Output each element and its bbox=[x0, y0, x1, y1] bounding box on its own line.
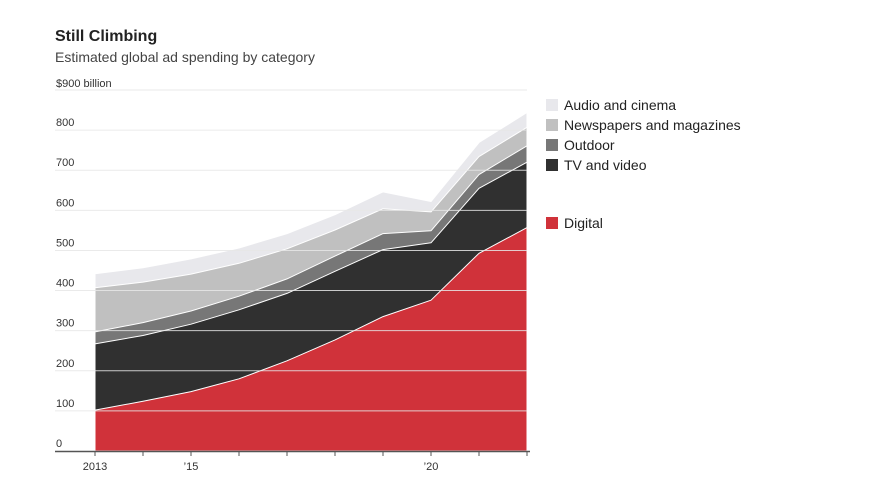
y-tick-label: 200 bbox=[56, 358, 74, 370]
y-tick-label: 100 bbox=[56, 398, 74, 410]
y-tick-label: 700 bbox=[56, 157, 74, 169]
legend-swatch-newspapers bbox=[546, 119, 558, 131]
y-axis-tick-labels: 0 100 200 300 400 500 600 700 800 $900 billion bbox=[56, 78, 112, 450]
legend-label-newspapers: Newspapers and magazines bbox=[564, 117, 741, 133]
legend: Audio and cinema Newspapers and magazines… bbox=[546, 97, 741, 231]
chart-subtitle: Estimated global ad spending by category bbox=[55, 49, 315, 65]
y-tick-label: 500 bbox=[56, 237, 74, 249]
y-tick-label: 400 bbox=[56, 278, 74, 290]
x-tick-label: ’15 bbox=[184, 461, 199, 473]
y-tick-label: 800 bbox=[56, 117, 74, 129]
x-tick-label: 2013 bbox=[83, 461, 107, 473]
y-tick-label: $900 billion bbox=[56, 78, 112, 90]
x-axis: 2013 ’15 ’20 bbox=[55, 450, 530, 473]
legend-label-digital: Digital bbox=[564, 215, 603, 231]
y-tick-label: 600 bbox=[56, 197, 74, 209]
legend-label-tv: TV and video bbox=[564, 157, 647, 173]
y-tick-label: 0 bbox=[56, 438, 62, 450]
legend-label-audio: Audio and cinema bbox=[564, 97, 676, 113]
legend-swatch-digital bbox=[546, 217, 558, 229]
legend-label-outdoor: Outdoor bbox=[564, 137, 615, 153]
area-layers bbox=[94, 112, 528, 452]
chart-title: Still Climbing bbox=[55, 28, 158, 45]
legend-swatch-audio bbox=[546, 99, 558, 111]
legend-swatch-tv bbox=[546, 159, 558, 171]
gridlines bbox=[55, 89, 527, 412]
legend-swatch-outdoor bbox=[546, 139, 558, 151]
x-tick-label: ’20 bbox=[424, 461, 439, 473]
y-tick-label: 300 bbox=[56, 318, 74, 330]
